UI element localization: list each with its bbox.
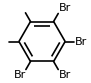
- Text: Br: Br: [58, 70, 71, 80]
- Text: Br: Br: [58, 3, 71, 13]
- Text: Br: Br: [13, 70, 26, 80]
- Text: Br: Br: [75, 37, 87, 46]
